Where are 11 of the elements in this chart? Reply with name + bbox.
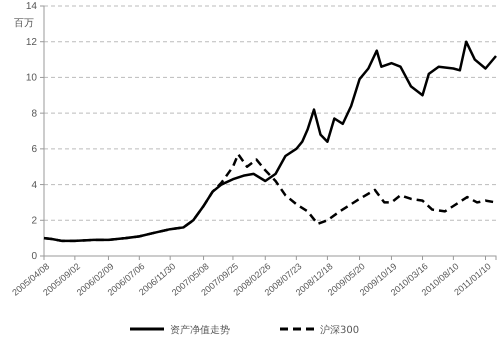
y-tick-label: 14 (26, 1, 38, 12)
y-tick-label: 2 (31, 215, 38, 226)
y-tick-label: 8 (31, 108, 38, 120)
y-tick-label: 10 (26, 72, 38, 84)
legend-label: 资产净值走势 (170, 324, 230, 336)
y-tick-label: 12 (26, 36, 38, 48)
y-tick-label: 6 (31, 144, 38, 156)
y-tick-label: 0 (31, 251, 38, 262)
y-axis-title: 百万 (14, 18, 34, 29)
y-tick-label: 4 (31, 180, 38, 191)
legend-label: 沪深300 (320, 324, 360, 336)
